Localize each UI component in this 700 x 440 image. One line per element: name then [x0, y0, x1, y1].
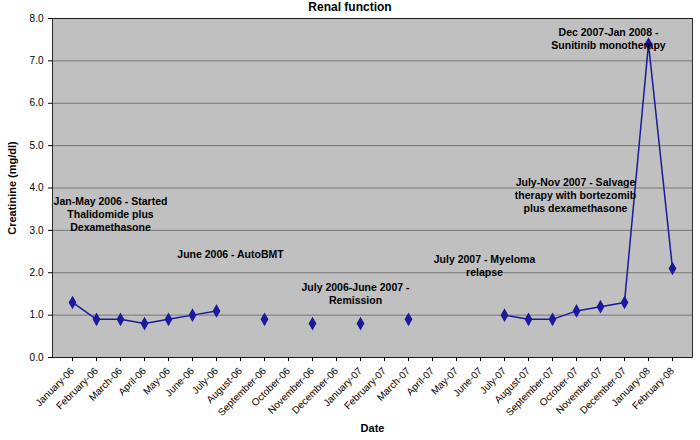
svg-text:September-06: September-06	[215, 365, 269, 418]
svg-text:July-06: July-06	[189, 365, 221, 396]
svg-text:August-06: August-06	[204, 365, 245, 406]
svg-text:4.0: 4.0	[30, 182, 44, 193]
svg-text:6.0: 6.0	[30, 97, 44, 108]
svg-text:5.0: 5.0	[30, 140, 44, 151]
svg-text:December-06: December-06	[289, 365, 341, 416]
svg-text:April-06: April-06	[116, 365, 149, 398]
svg-text:0.0: 0.0	[30, 352, 44, 363]
svg-text:March-07: March-07	[375, 365, 413, 403]
svg-text:Dec 2007-Jan 2008 -Sunitinib m: Dec 2007-Jan 2008 -Sunitinib monotherapy	[551, 26, 665, 51]
svg-text:July-07: July-07	[477, 365, 509, 396]
svg-text:February-08: February-08	[630, 365, 677, 412]
svg-text:June-06: June-06	[163, 365, 197, 399]
svg-text:August-07: August-07	[492, 365, 533, 406]
svg-text:February-07: February-07	[341, 365, 389, 412]
svg-text:1.0: 1.0	[30, 309, 44, 320]
svg-text:May-06: May-06	[140, 365, 173, 397]
svg-text:January-08: January-08	[609, 365, 653, 409]
svg-text:June 2006 - AutoBMT: June 2006 - AutoBMT	[177, 248, 284, 260]
svg-text:May-07: May-07	[428, 365, 461, 397]
svg-text:July-Nov 2007 - Salvagetherapy: July-Nov 2007 - Salvagetherapy with bort…	[515, 176, 636, 213]
svg-text:January-07: January-07	[321, 365, 365, 409]
svg-text:December-07: December-07	[577, 365, 629, 416]
svg-text:April-07: April-07	[404, 365, 437, 398]
svg-text:September-07: September-07	[503, 365, 557, 418]
svg-text:July 2007 - Myelomarelapse: July 2007 - Myelomarelapse	[434, 253, 536, 278]
svg-text:7.0: 7.0	[30, 55, 44, 66]
svg-text:November-06: November-06	[265, 365, 317, 416]
svg-text:Creatinine (mg/dl): Creatinine (mg/dl)	[6, 141, 18, 235]
svg-text:June-07: June-07	[451, 365, 485, 399]
svg-text:November-07: November-07	[553, 365, 605, 416]
svg-text:October-06: October-06	[249, 365, 293, 409]
svg-text:October-07: October-07	[537, 365, 581, 409]
svg-text:March-06: March-06	[87, 365, 125, 403]
svg-text:2.0: 2.0	[30, 267, 44, 278]
svg-text:Jan-May 2006 - StartedThalidom: Jan-May 2006 - StartedThalidomide plusDe…	[54, 195, 168, 232]
svg-text:3.0: 3.0	[30, 225, 44, 236]
svg-text:8.0: 8.0	[30, 14, 44, 24]
svg-text:July 2006-June 2007 -Remission: July 2006-June 2007 -Remission	[302, 281, 410, 306]
html-text:Renal function: Renal function	[308, 0, 392, 14]
svg-text:January-06: January-06	[33, 365, 77, 409]
svg-text:February-06: February-06	[53, 365, 101, 412]
svg-text:Date: Date	[361, 422, 385, 434]
